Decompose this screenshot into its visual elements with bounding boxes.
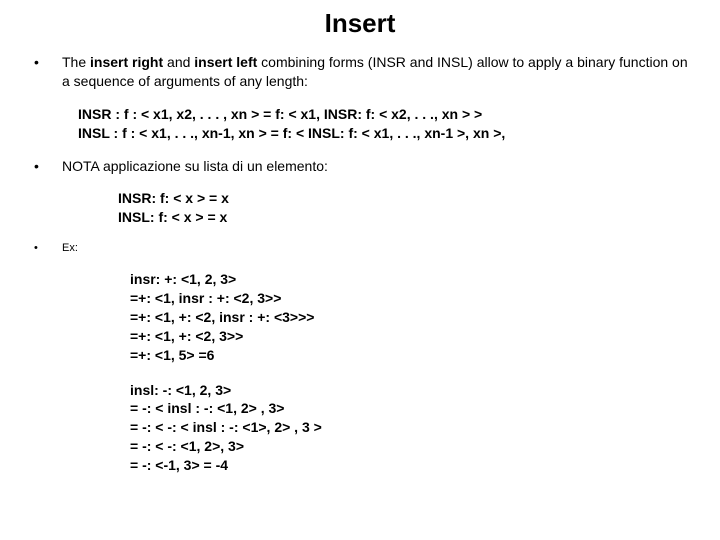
bullet-icon: • — [30, 53, 62, 71]
ex-insl-l3: = -: < -: < insl : -: <1>, 2> , 3 > — [130, 418, 690, 437]
bullet-icon: • — [30, 157, 62, 175]
ex-insl-l5: = -: <-1, 3> = -4 — [130, 456, 690, 475]
ex-insr-l1: insr: +: <1, 2, 3> — [130, 270, 690, 289]
s1-b2: insert left — [194, 54, 257, 70]
s1-b1: insert right — [90, 54, 163, 70]
ex-insr-l4: =+: <1, +: <2, 3>> — [130, 327, 690, 346]
single-insr: INSR: f: < x > = x — [118, 189, 690, 208]
def-insl: INSL : f : < x1, . . ., xn-1, xn > = f: … — [78, 124, 690, 143]
s1-pre: The — [62, 54, 90, 70]
ex-insr-l2: =+: <1, insr : +: <2, 3>> — [130, 289, 690, 308]
ex-insl-l1: insl: -: <1, 2, 3> — [130, 381, 690, 400]
section-1-text: The insert right and insert left combini… — [62, 53, 690, 91]
def-insr: INSR : f : < x1, x2, . . . , xn > = f: <… — [78, 105, 690, 124]
ex-label: Ex: — [62, 241, 78, 256]
single-element-block: INSR: f: < x > = x INSL: f: < x > = x — [118, 189, 690, 227]
ex-insr-l5: =+: <1, 5> =6 — [130, 346, 690, 365]
slide-title: Insert — [30, 8, 690, 39]
ex-insr-l3: =+: <1, +: <2, insr : +: <3>>> — [130, 308, 690, 327]
s1-mid1: and — [163, 54, 194, 70]
single-insl: INSL: f: < x > = x — [118, 208, 690, 227]
bullet-icon: • — [30, 241, 62, 255]
section-2: • NOTA applicazione su lista di un eleme… — [30, 157, 690, 176]
definitions-block: INSR : f : < x1, x2, . . . , xn > = f: <… — [78, 105, 690, 143]
section-1: • The insert right and insert left combi… — [30, 53, 690, 91]
example-insr-block: insr: +: <1, 2, 3> =+: <1, insr : +: <2,… — [130, 270, 690, 364]
example-insl-block: insl: -: <1, 2, 3> = -: < insl : -: <1, … — [130, 381, 690, 475]
slide-container: Insert • The insert right and insert lef… — [0, 0, 720, 475]
ex-insl-l4: = -: < -: <1, 2>, 3> — [130, 437, 690, 456]
section-2-text: NOTA applicazione su lista di un element… — [62, 157, 328, 176]
section-3: • Ex: — [30, 241, 690, 256]
ex-insl-l2: = -: < insl : -: <1, 2> , 3> — [130, 399, 690, 418]
